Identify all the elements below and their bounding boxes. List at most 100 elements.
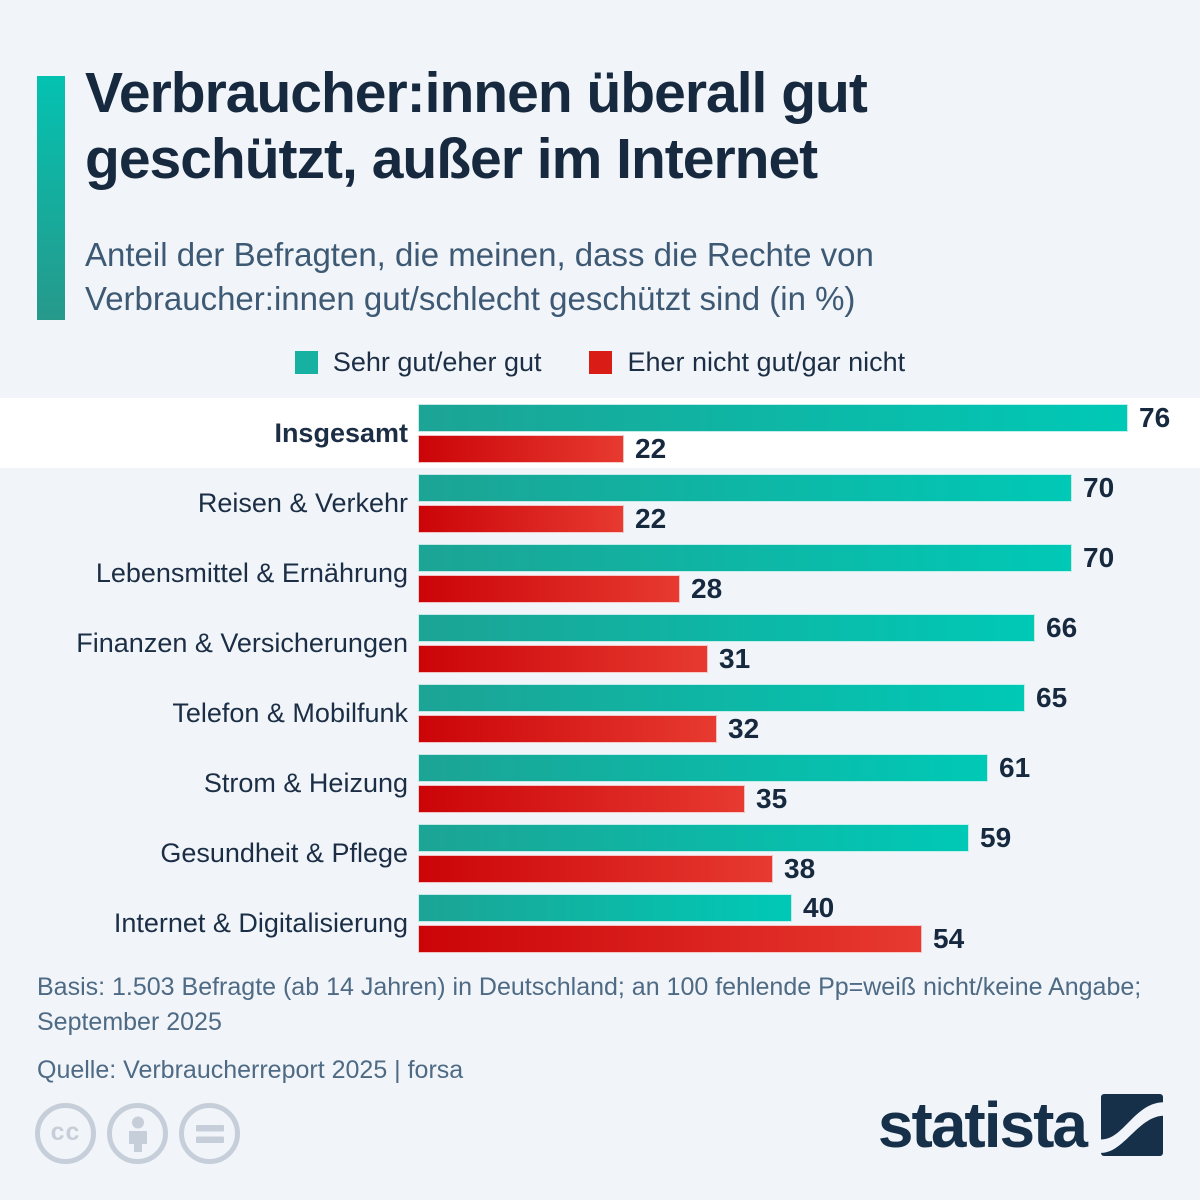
value-label: 28 xyxy=(691,573,723,604)
bar-negative xyxy=(418,855,773,883)
chart-footer: Basis: 1.503 Befragte (ab 14 Jahren) in … xyxy=(37,970,1141,1088)
bar-line: 65 xyxy=(418,682,1068,713)
value-label: 76 xyxy=(1139,402,1171,433)
bar-negative xyxy=(418,645,708,673)
chart-row: Insgesamt 76 22 xyxy=(0,398,1200,468)
value-label: 70 xyxy=(1083,542,1115,573)
bar-chart: Insgesamt 76 22 Reisen & Verkehr 70 22 Lebensm… xyxy=(0,398,1200,958)
chart-row: Lebensmittel & Ernährung 70 28 xyxy=(0,538,1200,608)
page-title: Verbraucher:innen überall gut geschützt,… xyxy=(85,60,868,192)
legend-label: Sehr gut/eher gut xyxy=(332,347,542,377)
bar-positive xyxy=(418,824,969,852)
bar-group: 59 38 xyxy=(418,822,1012,886)
category-label: Gesundheit & Pflege xyxy=(160,837,408,868)
category-label: Strom & Heizung xyxy=(203,767,408,798)
attribution-person-glyph xyxy=(128,1116,147,1152)
bar-positive xyxy=(418,894,792,922)
bar-negative xyxy=(418,435,624,463)
category-label: Internet & Digitalisierung xyxy=(113,907,408,938)
basis-note-line2: September 2025 xyxy=(37,1008,222,1036)
bar-group: 66 31 xyxy=(418,612,1078,676)
attribution-person-icon xyxy=(107,1103,168,1164)
bar-line: 61 xyxy=(418,752,1031,783)
value-label: 61 xyxy=(999,752,1031,783)
basis-note-line1: Basis: 1.503 Befragte (ab 14 Jahren) in … xyxy=(37,973,1142,1001)
equals-icon xyxy=(179,1103,240,1164)
bar-positive xyxy=(418,684,1025,712)
bar-line: 31 xyxy=(418,643,1077,674)
bar-line: 70 xyxy=(418,472,1115,503)
chart-row: Gesundheit & Pflege 59 38 xyxy=(0,818,1200,888)
legend-item: Sehr gut/eher gut xyxy=(294,347,542,378)
bar-negative xyxy=(418,925,922,953)
bar-line: 76 xyxy=(418,402,1171,433)
title-accent-bar xyxy=(37,76,65,320)
cc-icon: cc xyxy=(35,1103,96,1164)
chart-row: Internet & Digitalisierung 40 54 xyxy=(0,888,1200,958)
value-label: 35 xyxy=(756,783,788,814)
value-label: 59 xyxy=(980,822,1012,853)
page-title-line2: geschützt, außer im Internet xyxy=(85,127,818,191)
value-label: 38 xyxy=(784,853,816,884)
bar-line: 32 xyxy=(418,713,1067,744)
bar-line: 22 xyxy=(418,433,1170,464)
bar-positive xyxy=(418,474,1072,502)
chart-subtitle-line1: Anteil der Befragten, die meinen, dass d… xyxy=(85,236,874,273)
value-label: 22 xyxy=(635,503,667,534)
bar-line: 38 xyxy=(418,853,1011,884)
bar-negative xyxy=(418,715,717,743)
bar-line: 59 xyxy=(418,822,1012,853)
source-note: Quelle: Verbraucherreport 2025 | forsa xyxy=(37,1056,464,1084)
bar-negative xyxy=(418,785,745,813)
bar-line: 22 xyxy=(418,503,1114,534)
bar-group: 40 54 xyxy=(418,892,965,956)
value-label: 31 xyxy=(719,643,751,674)
bar-positive xyxy=(418,754,988,782)
bar-positive xyxy=(418,404,1128,432)
chart-legend: Sehr gut/eher gut Eher nicht gut/gar nich… xyxy=(0,347,1200,378)
bar-group: 70 22 xyxy=(418,472,1115,536)
cc-icon-glyph: cc xyxy=(50,1117,81,1146)
legend-label: Eher nicht gut/gar nicht xyxy=(627,347,906,377)
chart-row: Reisen & Verkehr 70 22 xyxy=(0,468,1200,538)
chart-row: Strom & Heizung 61 35 xyxy=(0,748,1200,818)
bar-group: 65 32 xyxy=(418,682,1068,746)
value-label: 70 xyxy=(1083,472,1115,503)
bar-positive xyxy=(418,614,1035,642)
statista-logo-mark xyxy=(1101,1094,1163,1156)
category-label: Finanzen & Versicherungen xyxy=(76,627,408,658)
value-label: 65 xyxy=(1036,682,1068,713)
bar-group: 76 22 xyxy=(418,402,1171,466)
category-label: Insgesamt xyxy=(274,417,408,448)
page-title-line1: Verbraucher:innen überall gut xyxy=(85,61,868,125)
legend-swatch-icon xyxy=(294,351,318,374)
bar-positive xyxy=(418,544,1072,572)
bar-group: 70 28 xyxy=(418,542,1115,606)
chart-row: Finanzen & Versicherungen 66 31 xyxy=(0,608,1200,678)
bar-negative xyxy=(418,505,624,533)
value-label: 40 xyxy=(803,892,835,923)
bar-line: 40 xyxy=(418,892,964,923)
category-label: Lebensmittel & Ernährung xyxy=(95,557,408,588)
statista-logo-text: statista xyxy=(877,1089,1088,1161)
statista-logo: statista xyxy=(877,1089,1163,1161)
basis-note: Basis: 1.503 Befragte (ab 14 Jahren) in … xyxy=(37,970,1141,1040)
value-label: 54 xyxy=(933,923,965,954)
bar-group: 61 35 xyxy=(418,752,1031,816)
bar-line: 70 xyxy=(418,542,1115,573)
bar-line: 54 xyxy=(418,923,965,954)
bar-line: 66 xyxy=(418,612,1078,643)
category-label: Telefon & Mobilfunk xyxy=(172,697,408,728)
legend-item: Eher nicht gut/gar nicht xyxy=(589,347,905,378)
bar-negative xyxy=(418,575,680,603)
equals-icon-glyph xyxy=(195,1124,224,1143)
value-label: 22 xyxy=(635,433,667,464)
chart-subtitle: Anteil der Befragten, die meinen, dass d… xyxy=(85,233,874,321)
value-label: 66 xyxy=(1046,612,1078,643)
value-label: 32 xyxy=(728,713,760,744)
legend-swatch-icon xyxy=(589,351,613,374)
bar-line: 28 xyxy=(418,573,1114,604)
license-icons: cc xyxy=(35,1103,240,1164)
chart-row: Telefon & Mobilfunk 65 32 xyxy=(0,678,1200,748)
bar-line: 35 xyxy=(418,783,1030,814)
